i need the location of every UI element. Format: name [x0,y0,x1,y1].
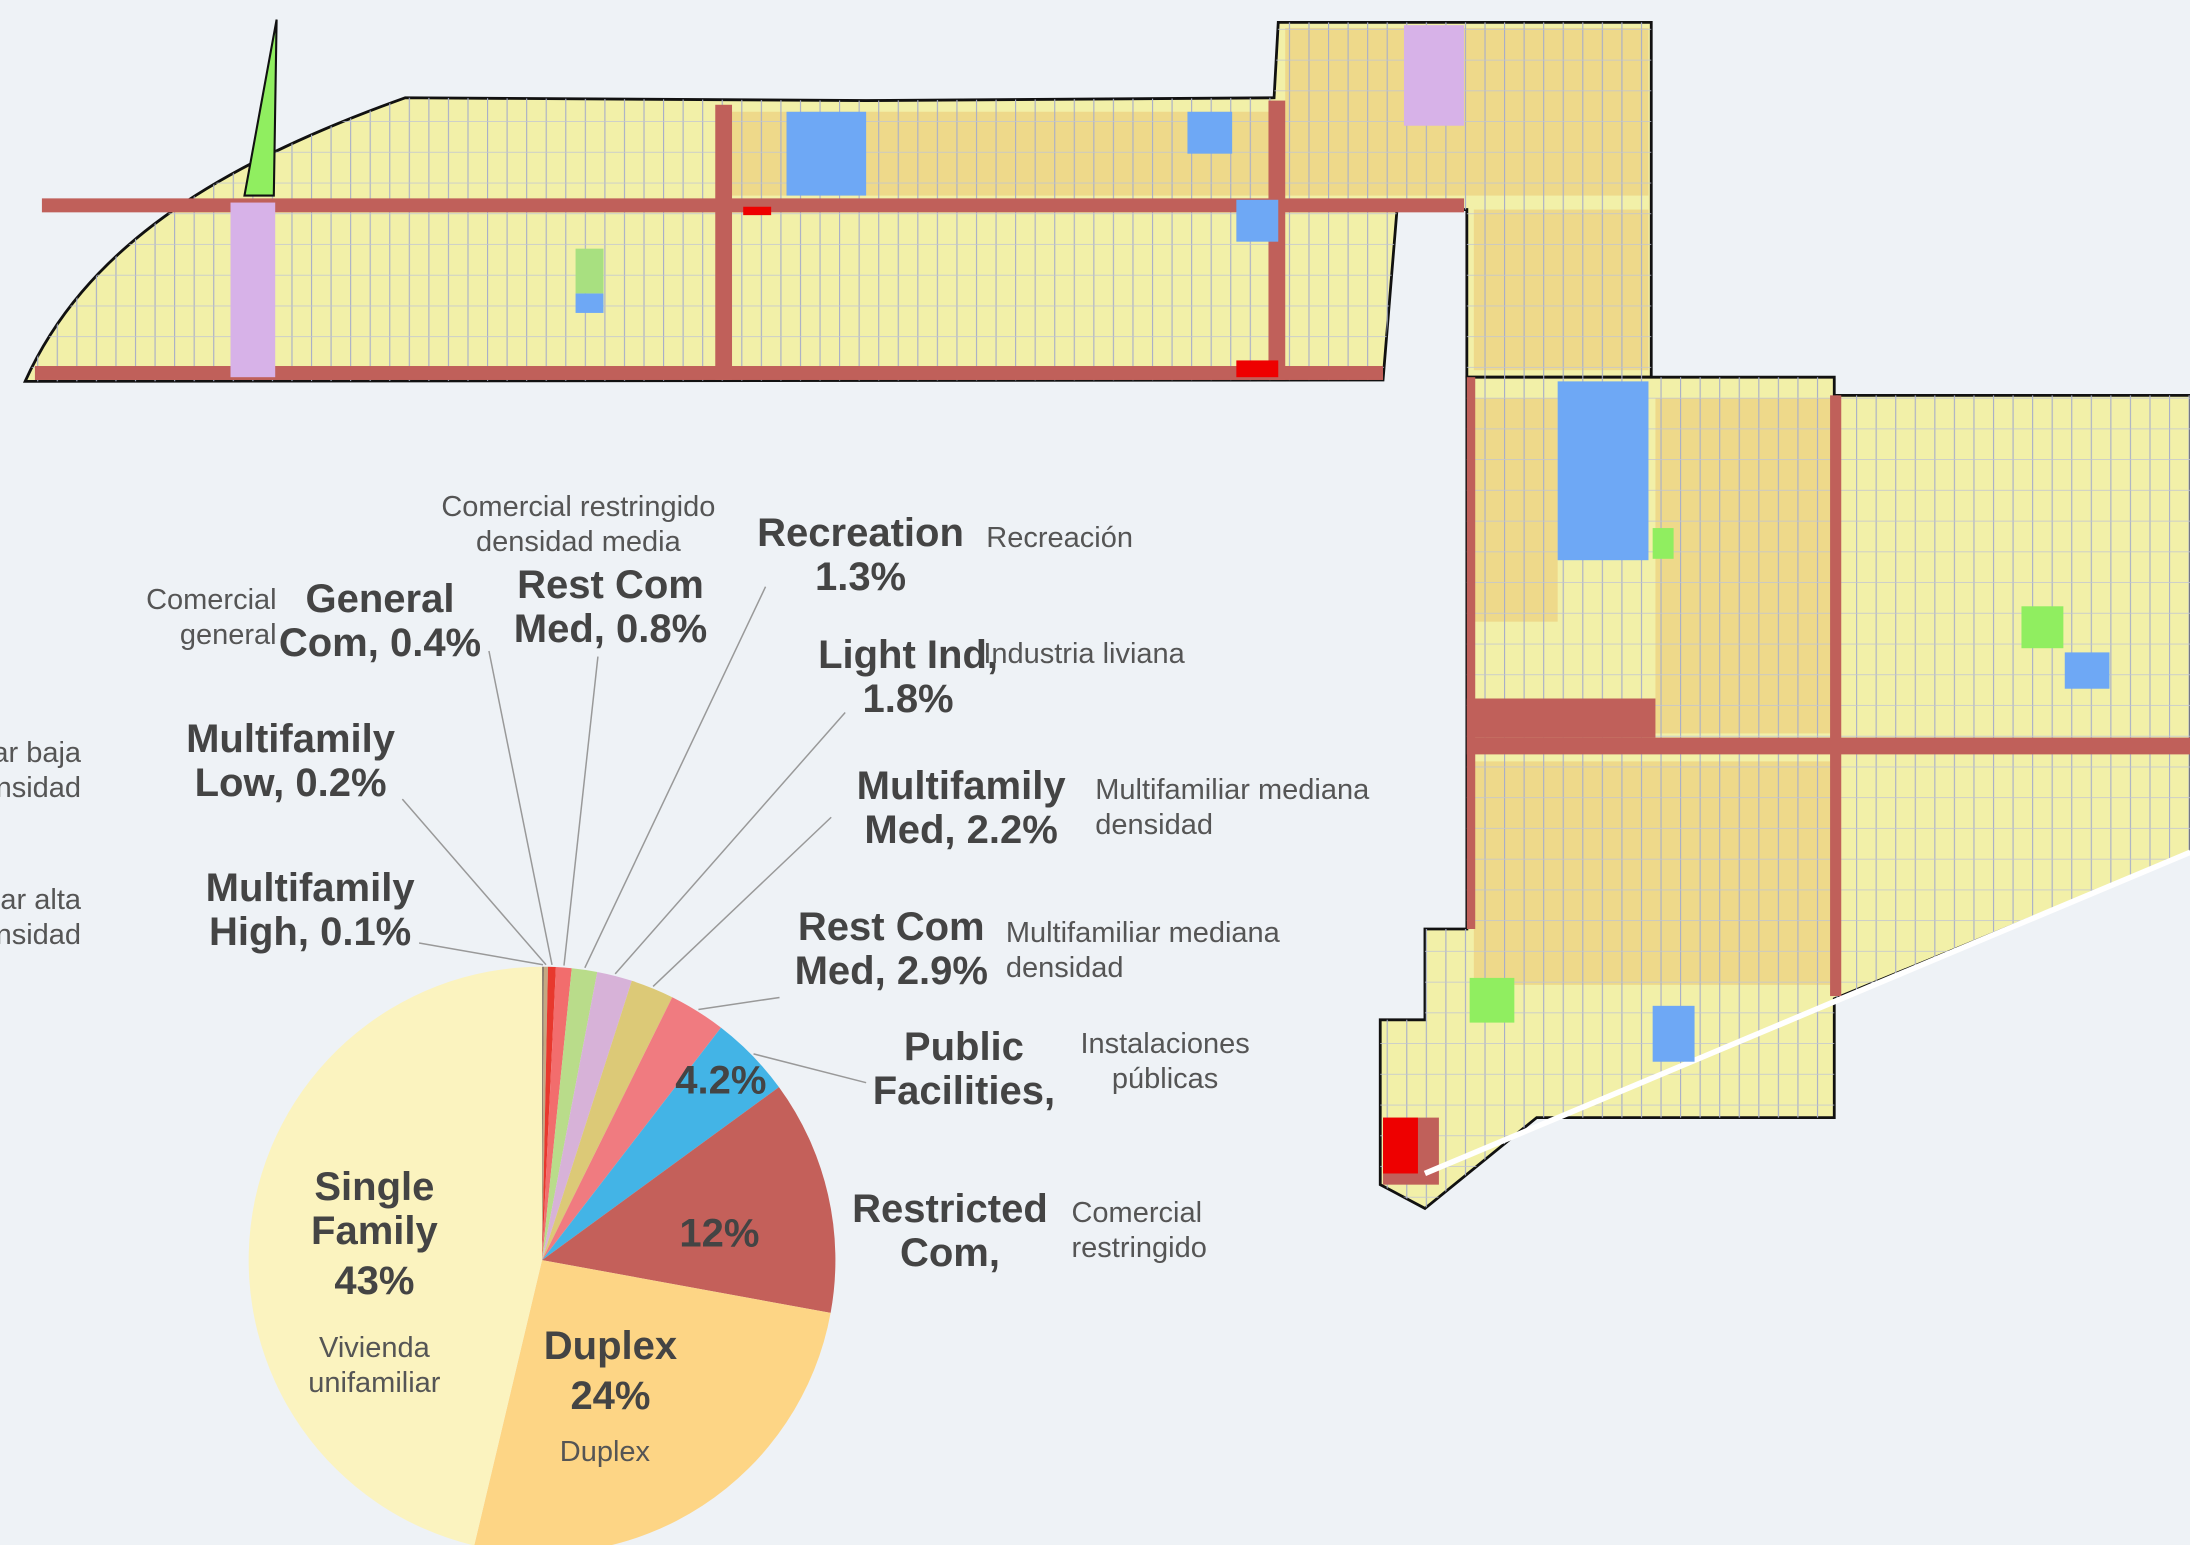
category-name: Single Family [311,1165,438,1254]
map [22,19,2190,1211]
pie-slice [542,1087,836,1313]
slice-description: Vivienda unifamiliar [270,1331,480,1401]
value-label: 1.3% [814,555,907,600]
leader-line [652,816,832,987]
slice-label: Rest Com Med, 2.9% [773,905,1010,993]
value-label: 0.4% [389,620,482,665]
category-name: Restricted Com, [852,1187,1048,1276]
leader-line [563,656,599,966]
category-name: Rest Com Med, [794,905,985,994]
slice-description: Comercial general [112,583,277,653]
slice-label: Light Ind, 1.8% [789,633,1026,721]
slice-label: Multifamily High, 0.1% [170,866,449,954]
slice-label: Duplex 24% [506,1324,716,1418]
slice-description: Multifamiliar alta densidad [0,883,81,953]
map-spike [243,19,278,197]
value-label: 12% [679,1211,760,1256]
leader-line [401,798,547,966]
category-name: Multifamily High, [205,866,415,955]
leader-line [488,650,553,966]
slice-description: Multifamiliar mediana densidad [1006,916,1327,986]
pie-slice [542,980,673,1261]
pie-slice [542,966,545,1261]
leader-line [753,1053,867,1084]
description-text: Industria liviana [983,638,1185,671]
slice-description: Instalaciones públicas [1046,1027,1283,1097]
value-label: 2.2% [966,808,1058,853]
pie-slice [542,966,556,1261]
category-name: Multifamily Med, [856,764,1066,853]
pie-slice [542,967,572,1261]
description-text: Comercial restringido [1071,1196,1207,1264]
category-name: Public Facilities, [872,1025,1056,1114]
leader-line [584,586,767,969]
slice-description: Duplex [521,1435,689,1470]
description-text: Multifamiliar mediana densidad [1095,773,1370,841]
value-label: 4.2% [675,1058,767,1103]
value-label: 0.1% [320,910,412,955]
description-text: Instalaciones públicas [1080,1027,1250,1095]
description-text: Comercial general [146,583,277,651]
pie-slice [542,1027,779,1261]
slice-label: Multifamily Low, 0.2% [151,717,430,805]
description-text: Duplex [559,1435,651,1468]
description-text: Vivienda unifamiliar [308,1332,441,1400]
value-label: 1.8% [862,676,954,721]
slice-label: Multifamily Med, 2.2% [821,764,1100,852]
pie-slice [542,971,632,1261]
slice-description: Comercial restringido densidad media [397,490,760,560]
pie-slice [474,1260,831,1545]
slice-label: Rest Com Med, 0.8% [492,563,729,651]
category-name: Recreation [757,511,964,556]
category-name: Multifamily Low, [186,716,396,805]
leader-line [418,942,544,966]
slice-description: Recreación [986,521,1210,556]
pie-slice [542,968,598,1261]
slice-description: Comercial restringido [1071,1196,1295,1266]
value-label: 24% [570,1374,651,1419]
description-text: Multifamiliar alta densidad [0,883,82,951]
pie-slice [542,997,721,1261]
category-name: Light Ind, [818,632,999,677]
leader-line [614,711,846,975]
map-facilities [230,25,2110,1174]
value-label: 2.9% [896,949,988,994]
pie-slice [542,966,548,1261]
value-label: 0.8% [616,606,708,651]
slice-description: Industria liviana [979,637,1189,672]
description-text: Multifamiliar baja densidad [0,737,82,805]
value-label: 0.2% [295,760,387,805]
leader-line [698,996,780,1011]
slice-description: Multifamiliar mediana densidad [1095,773,1416,843]
map-railway [1423,849,2190,1177]
pie-slice [248,966,543,1545]
slice-label: Restricted Com, [817,1187,1082,1275]
value-label: 43% [334,1259,415,1304]
slice-label: Single Family 43% [263,1165,487,1303]
category-name: Duplex [543,1324,678,1369]
description-text: Multifamiliar mediana densidad [1005,917,1280,985]
slice-label: Public Facilities, [824,1025,1103,1113]
slice-description: Multifamiliar baja densidad [0,736,81,806]
slice-label: General Com, 0.4% [261,577,498,665]
map-streets [1380,377,2190,1209]
category-name: General Com, [278,576,455,665]
slice-label: Recreation 1.3% [735,511,986,599]
description-text: Comercial restringido densidad media [441,491,716,559]
description-text: Recreación [986,522,1133,555]
category-name: Rest Com Med, [513,562,704,651]
